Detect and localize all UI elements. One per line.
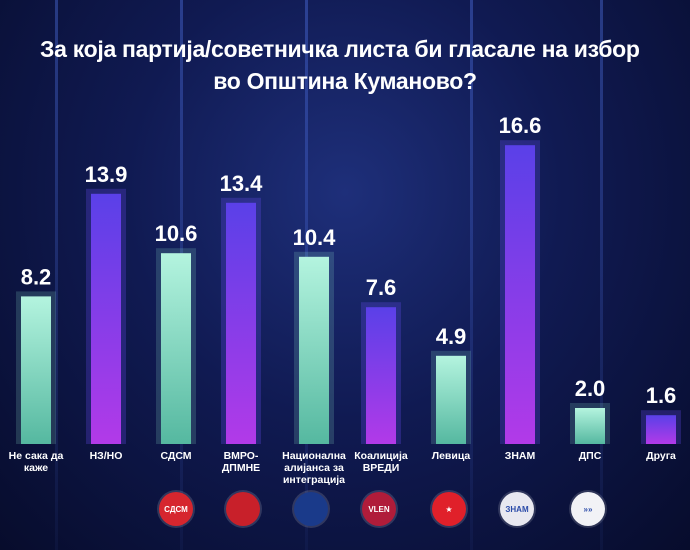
- bar-2: [161, 253, 191, 444]
- value-label-3: 13.4: [220, 171, 264, 196]
- bar-6: [436, 355, 466, 444]
- value-label-8: 2.0: [575, 376, 606, 401]
- bar-5: [366, 307, 396, 444]
- value-label-7: 16.6: [499, 113, 542, 138]
- category-label-0-1: каже: [24, 462, 48, 474]
- category-label-3-1: ДПМНЕ: [222, 462, 260, 474]
- value-label-6: 4.9: [436, 324, 467, 349]
- dps-logo-icon: »»: [571, 492, 605, 526]
- category-label-4-0: Национална: [282, 450, 346, 462]
- bar-3: [226, 202, 256, 444]
- value-label-1: 13.9: [85, 162, 128, 187]
- category-label-3-0: ВМРО-: [224, 450, 259, 462]
- bar-1: [91, 193, 121, 444]
- category-label-1-0: НЗ/НО: [90, 450, 123, 462]
- nai-logo-icon: [294, 492, 328, 526]
- bar-0: [21, 296, 51, 444]
- bar-8: [575, 408, 605, 444]
- category-label-6-0: Левица: [432, 450, 471, 462]
- category-label-9-0: Друга: [646, 450, 676, 462]
- value-label-0: 8.2: [21, 264, 52, 289]
- value-label-9: 1.6: [646, 383, 677, 408]
- bar-9: [646, 415, 676, 444]
- value-label-5: 7.6: [366, 275, 397, 300]
- value-label-2: 10.6: [155, 221, 198, 246]
- category-label-4-2: интеграција: [283, 474, 345, 486]
- vmro-lion-logo-icon: [226, 492, 260, 526]
- levica-star-logo-icon: ★: [432, 492, 466, 526]
- category-label-8-0: ДПС: [579, 450, 602, 462]
- value-label-4: 10.4: [293, 225, 337, 250]
- chart-title-line2: во Општина Куманово?: [213, 68, 477, 94]
- sdsm-logo-icon: СДСМ: [159, 492, 193, 526]
- bar-7: [505, 145, 535, 444]
- category-label-4-1: алијанса за: [284, 462, 344, 474]
- category-label-7-0: ЗНАМ: [505, 450, 536, 462]
- category-label-0-0: Не сака да: [9, 450, 64, 462]
- category-label-5-0: Коалиција: [354, 450, 408, 462]
- category-label-2-0: СДСМ: [160, 450, 191, 462]
- chart-title-line1: За која партија/советничка листа би глас…: [40, 36, 640, 62]
- znam-logo-icon: ЗНАМ: [500, 492, 534, 526]
- category-label-5-1: ВРЕДИ: [363, 462, 400, 474]
- vlen-logo-icon: VLEN: [362, 492, 396, 526]
- bar-4: [299, 256, 329, 444]
